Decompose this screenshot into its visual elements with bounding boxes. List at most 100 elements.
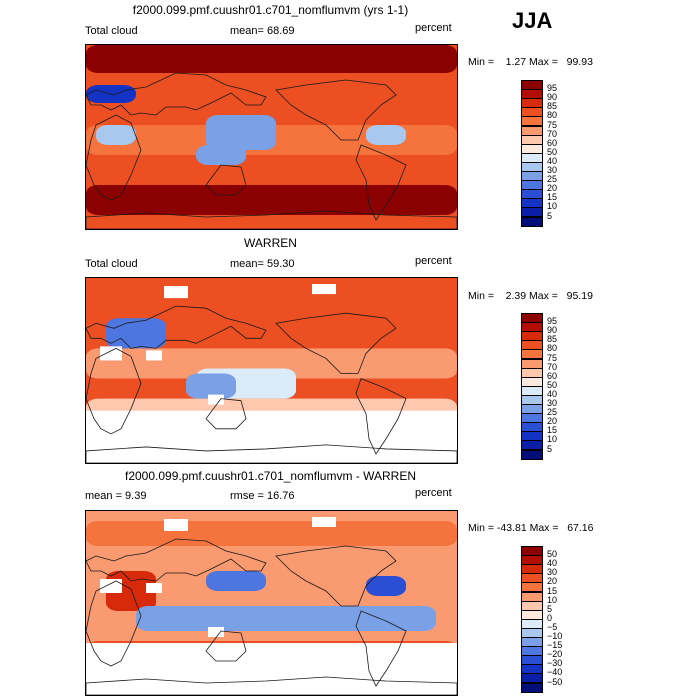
map-field-region-sa-neg [366, 576, 406, 596]
coastline-2 [205, 630, 247, 662]
map-plot [85, 277, 458, 464]
coastline-1 [86, 114, 142, 201]
colorbar-tick-label: 10 [547, 201, 558, 212]
coastline-0 [86, 72, 267, 116]
colorbar-tick-label: 50 [547, 549, 558, 560]
colorbar-tick-label: 5 [547, 210, 553, 221]
map-missing-data-region [86, 410, 457, 463]
colorbar-tick-label: 15 [547, 192, 558, 203]
coastline-1 [86, 580, 142, 667]
coastline-0 [86, 305, 267, 349]
map-field-region-pacific-clear [206, 115, 276, 150]
coastline-5 [86, 210, 457, 229]
coastline-3 [275, 312, 397, 374]
colorbar-tick-label: 30 [547, 165, 558, 175]
coastline-4 [355, 144, 407, 221]
map-missing-data-patch-3 [146, 350, 162, 361]
map-field-region-sa-clear [366, 125, 406, 145]
map-field-region-tropics [86, 348, 457, 379]
colorbar-tick-label: 20 [547, 576, 558, 587]
coastline-5 [86, 444, 457, 463]
colorbar-tick-label: −15 [547, 640, 563, 651]
colorbar-tick-label: 15 [547, 585, 558, 596]
coastline-3 [275, 545, 397, 607]
coastline-1 [86, 347, 142, 435]
map-missing-data-patch-0 [164, 519, 188, 531]
panel-min-max: Min = 2.39 Max = 95.19 [468, 290, 593, 302]
map-missing-data-patch-4 [208, 394, 224, 405]
colorbar-tick-label: 75 [547, 119, 558, 130]
panel-stat-label: rmse = 16.76 [230, 490, 295, 502]
colorbar-tick-label: 0 [547, 612, 553, 623]
map-missing-data-patch-3 [146, 583, 162, 593]
map-plot [85, 510, 458, 696]
panel-title: WARREN [244, 236, 297, 250]
panel-left-label: mean = 9.39 [85, 490, 147, 502]
colorbar-tick-label: 5 [547, 443, 553, 454]
map-missing-data-patch-0 [164, 286, 188, 299]
map-svg [86, 278, 457, 463]
panel-title: f2000.099.pmf.cuushr01.c701_nomflumvm - … [124, 469, 416, 483]
colorbar-tick-label: 85 [547, 101, 558, 112]
panel-min-max: Min = 1.27 Max = 99.93 [468, 56, 593, 68]
colorbar-tick-label: 70 [547, 128, 558, 139]
coastline-3 [275, 79, 397, 141]
map-plot [85, 44, 458, 230]
map-field-region-north-belt [86, 278, 457, 319]
colorbar-swatch [521, 216, 543, 227]
colorbar-tick-label: 80 [547, 343, 558, 354]
colorbar-swatch [521, 449, 543, 460]
colorbar-tick-label: 90 [547, 92, 558, 103]
colorbar-tick-label: 40 [547, 388, 558, 399]
map-field-region-subtrop-neg [136, 606, 436, 631]
colorbar-tick-label: 5 [547, 603, 553, 614]
colorbar-tick-label: 30 [547, 567, 558, 578]
colorbar-tick-label: 30 [547, 398, 558, 408]
map-field-region-band-north [86, 45, 457, 73]
colorbar-tick-label: 20 [547, 183, 558, 194]
colorbar-tick-label: −5 [547, 621, 558, 632]
colorbar-tick-label: 60 [547, 370, 558, 381]
colorbar-tick-label: 95 [547, 83, 558, 94]
panel-units-label: percent [415, 487, 452, 499]
season-label: JJA [512, 8, 553, 33]
map-missing-data-region [86, 643, 457, 695]
map-missing-data-patch-4 [208, 627, 224, 637]
colorbar-tick-label: −40 [547, 667, 563, 678]
map-field-region-pacific-neg [206, 571, 266, 591]
panel-stat-label: mean= 68.69 [230, 25, 295, 37]
coastline-0 [86, 538, 267, 582]
map-missing-data-patch-1 [312, 284, 336, 295]
map-field-region-sahara [106, 318, 166, 349]
colorbar-tick-label: 70 [547, 361, 558, 372]
colorbar-tick-label: 75 [547, 352, 558, 363]
coastline-4 [355, 378, 407, 455]
colorbar-swatch [521, 682, 543, 693]
panel-units-label: percent [415, 255, 452, 267]
panel-left-label: Total cloud [85, 258, 138, 270]
map-field-region-australia [196, 145, 246, 165]
colorbar-tick-label: 95 [547, 316, 558, 327]
coastline-2 [205, 164, 247, 196]
colorbar-tick-label: 10 [547, 594, 558, 605]
colorbar-tick-label: −30 [547, 658, 563, 669]
map-missing-data-patch-2 [100, 346, 122, 361]
colorbar-tick-label: 40 [547, 558, 558, 569]
colorbar-tick-label: 85 [547, 334, 558, 345]
map-field-region-band-north [86, 521, 457, 546]
map-svg [86, 511, 457, 695]
colorbar-tick-label: 90 [547, 325, 558, 336]
panel-title: f2000.099.pmf.cuushr01.c701_nomflumvm (y… [132, 3, 409, 17]
map-missing-data-patch-2 [100, 579, 122, 593]
colorbar-tick-label: 20 [547, 416, 558, 427]
coastline-4 [355, 610, 407, 687]
coastline-5 [86, 676, 457, 695]
colorbar-tick-label: 60 [547, 137, 558, 148]
colorbar-tick-label: 80 [547, 110, 558, 121]
colorbar-tick-label: 40 [547, 155, 558, 166]
panel-stat-label: mean= 59.30 [230, 258, 295, 270]
colorbar-tick-label: −50 [547, 676, 563, 687]
panel-min-max: Min = -43.81 Max = 67.16 [468, 522, 594, 534]
coastline-2 [205, 398, 247, 430]
colorbar-tick-label: 15 [547, 425, 558, 436]
